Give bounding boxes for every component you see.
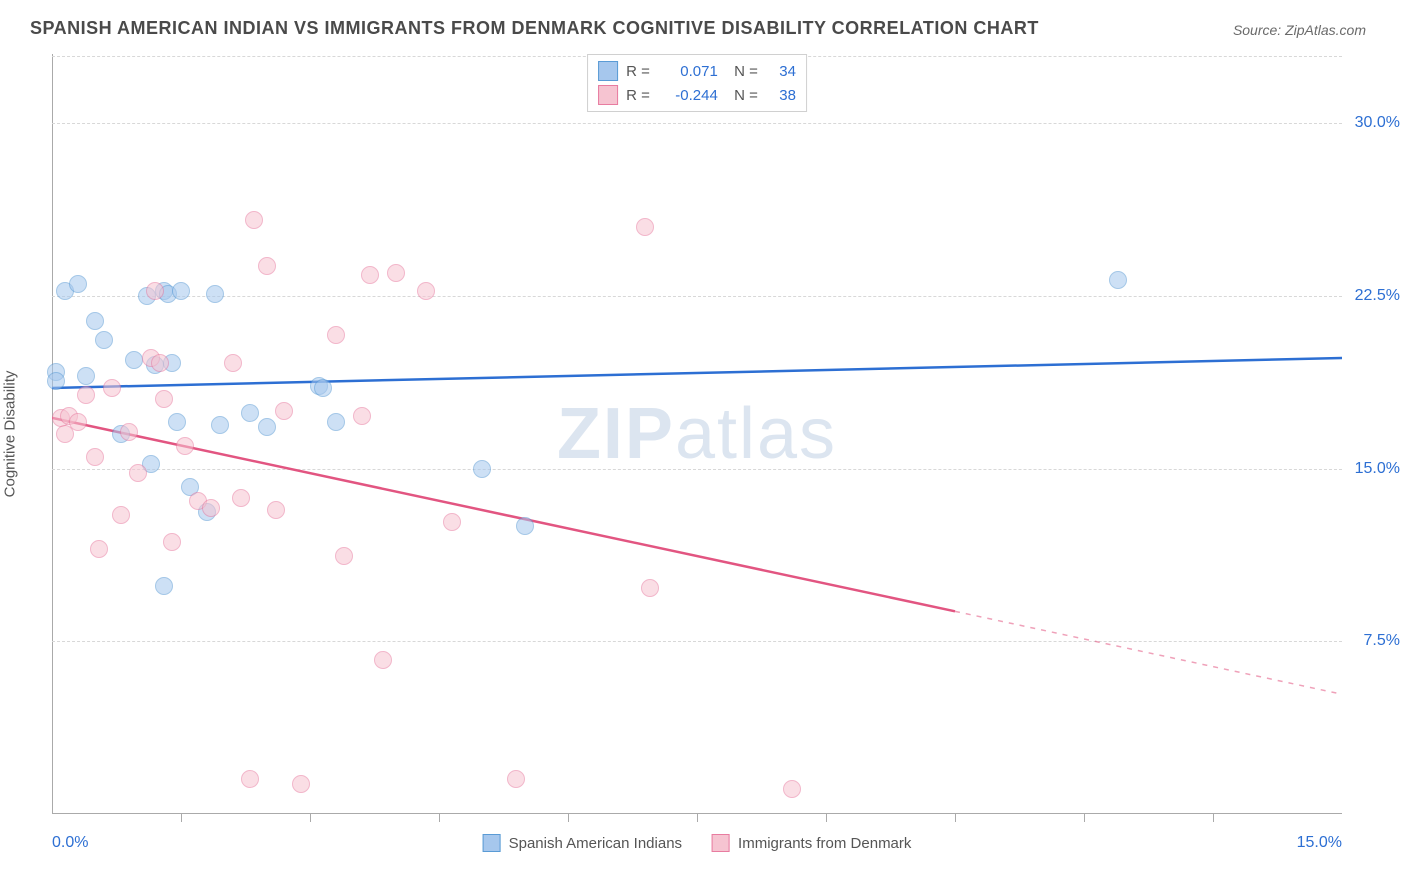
x-tick	[181, 814, 182, 822]
source-attribution: Source: ZipAtlas.com	[1233, 22, 1366, 38]
scatter-point	[292, 775, 310, 793]
scatter-point	[77, 367, 95, 385]
trend-lines	[52, 54, 1342, 814]
legend-row: R =-0.244 N =38	[598, 83, 796, 107]
scatter-point	[224, 354, 242, 372]
x-tick	[310, 814, 311, 822]
y-axis-label: Cognitive Disability	[2, 371, 19, 498]
scatter-point	[641, 579, 659, 597]
x-tick	[955, 814, 956, 822]
scatter-point	[86, 312, 104, 330]
scatter-point	[69, 275, 87, 293]
x-tick	[826, 814, 827, 822]
y-tick-label: 30.0%	[1355, 114, 1400, 132]
x-tick-label: 0.0%	[52, 834, 88, 852]
scatter-point	[146, 282, 164, 300]
chart-title: SPANISH AMERICAN INDIAN VS IMMIGRANTS FR…	[30, 18, 1376, 39]
scatter-point	[168, 413, 186, 431]
scatter-point	[47, 372, 65, 390]
scatter-point	[151, 354, 169, 372]
scatter-point	[86, 448, 104, 466]
x-tick	[697, 814, 698, 822]
scatter-point	[245, 211, 263, 229]
scatter-point	[258, 418, 276, 436]
x-tick	[568, 814, 569, 822]
scatter-point	[417, 282, 435, 300]
scatter-point	[163, 533, 181, 551]
scatter-point	[202, 499, 220, 517]
scatter-point	[176, 437, 194, 455]
scatter-point	[129, 464, 147, 482]
legend-item: Spanish American Indians	[483, 834, 682, 852]
scatter-point	[206, 285, 224, 303]
scatter-point	[327, 413, 345, 431]
scatter-point	[211, 416, 229, 434]
scatter-point	[267, 501, 285, 519]
scatter-point	[473, 460, 491, 478]
scatter-point	[783, 780, 801, 798]
scatter-point	[258, 257, 276, 275]
scatter-point	[353, 407, 371, 425]
scatter-point	[155, 577, 173, 595]
scatter-point	[1109, 271, 1127, 289]
scatter-point	[636, 218, 654, 236]
x-tick	[439, 814, 440, 822]
scatter-point	[120, 423, 138, 441]
scatter-point	[125, 351, 143, 369]
scatter-point	[103, 379, 121, 397]
plot-area: ZIPatlas R =0.071 N =34R =-0.244 N =38 C…	[52, 54, 1342, 814]
scatter-point	[69, 413, 87, 431]
legend-item: Immigrants from Denmark	[712, 834, 911, 852]
scatter-point	[241, 404, 259, 422]
y-tick-label: 15.0%	[1355, 460, 1400, 478]
scatter-point	[361, 266, 379, 284]
scatter-point	[77, 386, 95, 404]
scatter-point	[516, 517, 534, 535]
scatter-point	[327, 326, 345, 344]
scatter-point	[90, 540, 108, 558]
x-tick-label: 15.0%	[1297, 834, 1342, 852]
scatter-point	[172, 282, 190, 300]
scatter-point	[112, 506, 130, 524]
y-tick-label: 22.5%	[1355, 287, 1400, 305]
scatter-point	[155, 390, 173, 408]
scatter-point	[232, 489, 250, 507]
x-tick	[1213, 814, 1214, 822]
scatter-point	[241, 770, 259, 788]
correlation-legend: R =0.071 N =34R =-0.244 N =38	[587, 54, 807, 112]
legend-row: R =0.071 N =34	[598, 59, 796, 83]
series-legend: Spanish American Indians Immigrants from …	[483, 834, 912, 852]
scatter-point	[275, 402, 293, 420]
scatter-point	[507, 770, 525, 788]
scatter-point	[335, 547, 353, 565]
scatter-point	[374, 651, 392, 669]
x-tick	[1084, 814, 1085, 822]
scatter-point	[443, 513, 461, 531]
scatter-point	[95, 331, 113, 349]
scatter-point	[387, 264, 405, 282]
y-tick-label: 7.5%	[1364, 632, 1400, 650]
scatter-point	[314, 379, 332, 397]
